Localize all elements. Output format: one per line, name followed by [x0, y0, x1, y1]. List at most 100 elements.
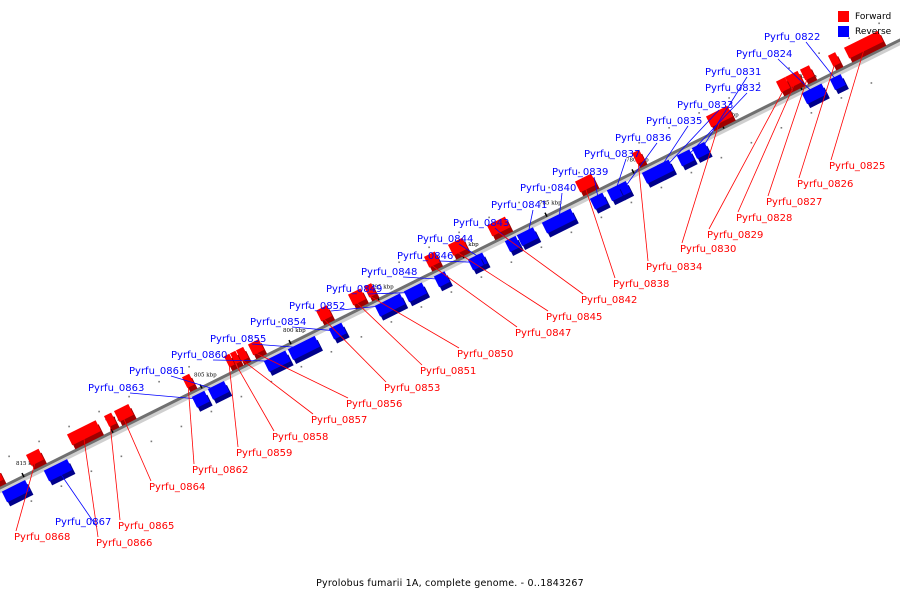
leader-line	[767, 78, 808, 197]
leader-line	[498, 232, 584, 295]
genome-backbone	[0, 38, 900, 494]
track-dot	[420, 306, 423, 308]
gene-label-pyrfu_0864: Pyrfu_0864	[149, 482, 205, 493]
gene-label-pyrfu_0837: Pyrfu_0837	[584, 149, 640, 160]
track-dot	[540, 246, 543, 249]
gene-label-pyrfu_0858: Pyrfu_0858	[272, 432, 328, 443]
leader-line	[438, 260, 476, 263]
leader-line	[708, 90, 784, 230]
track-dot	[788, 67, 790, 69]
gene-block-pyrfu_0825	[843, 30, 884, 59]
track-dot	[450, 291, 453, 293]
gene-label-pyrfu_0868: Pyrfu_0868	[14, 532, 70, 543]
leader-line	[255, 352, 349, 399]
gene-block-pyrfu_0847	[423, 251, 441, 268]
track-dot	[218, 351, 220, 353]
tick-label: 790 kbp	[456, 242, 479, 248]
track-dot	[360, 336, 363, 338]
track-dot	[848, 37, 850, 40]
track-dot	[240, 395, 243, 398]
backbone-line	[0, 38, 900, 490]
track-dot	[750, 141, 753, 144]
gene-label-pyrfu_0829: Pyrfu_0829	[707, 230, 763, 241]
track-dot	[840, 97, 843, 99]
gene-block-forward-extra	[0, 472, 4, 482]
track-dot	[608, 156, 610, 159]
leader-line	[234, 363, 275, 432]
track-dot	[818, 52, 820, 54]
gene-block-pyrfu_0866	[66, 420, 101, 446]
leader-line	[402, 276, 442, 280]
leader-line	[458, 243, 483, 260]
leader-line	[241, 359, 314, 415]
track-dot	[870, 82, 873, 84]
track-dot	[518, 201, 520, 204]
track-dot	[810, 112, 813, 114]
track-dot	[248, 336, 250, 338]
gene-label-pyrfu_0850: Pyrfu_0850	[457, 349, 513, 360]
gene-labels: Pyrfu_0822 Pyrfu_0824 Pyrfu_0831 Pyrfu_0832…	[14, 32, 885, 549]
leader-line	[657, 125, 689, 172]
gene-block-pyrfu_0835	[641, 159, 674, 184]
tick-label: 815 kbp	[16, 461, 39, 467]
leader-line	[663, 109, 720, 169]
gene-features	[0, 30, 887, 507]
gene-block-pyrfu_0827	[799, 65, 815, 81]
gene-label-pyrfu_0863: Pyrfu_0863	[88, 383, 144, 394]
track-dot	[368, 276, 370, 278]
track-dot	[458, 231, 460, 234]
gene-label-pyrfu_0842: Pyrfu_0842	[581, 295, 637, 306]
leader-line	[593, 176, 600, 202]
track-dot	[38, 440, 40, 443]
forward-label: Forward	[855, 11, 892, 22]
track-dot	[630, 201, 633, 204]
leader-line	[431, 265, 518, 328]
track-dot	[338, 291, 340, 293]
gene-label-pyrfu_0848: Pyrfu_0848	[361, 267, 417, 278]
gene-block-pyrfu_0856	[247, 339, 265, 356]
gene-label-pyrfu_0830: Pyrfu_0830	[680, 244, 736, 255]
gene-label-pyrfu_0840: Pyrfu_0840	[520, 183, 576, 194]
leader-line	[291, 326, 338, 332]
gene-label-pyrfu_0861: Pyrfu_0861	[129, 366, 185, 377]
track-dot	[600, 216, 603, 219]
gene-label-pyrfu_0851: Pyrfu_0851	[420, 366, 476, 377]
leader-line	[623, 142, 658, 189]
gene-block-pyrfu_0830	[705, 105, 733, 128]
leader-line	[527, 209, 534, 237]
leader-line	[637, 162, 649, 262]
gene-block-pyrfu_0865	[103, 412, 117, 427]
leader-line	[700, 76, 748, 151]
label-leaders	[15, 41, 865, 538]
gene-label-pyrfu_0853: Pyrfu_0853	[384, 383, 440, 394]
gene-label-pyrfu_0849: Pyrfu_0849	[326, 284, 382, 295]
leader-line	[614, 158, 627, 194]
gene-label-pyrfu_0834: Pyrfu_0834	[646, 262, 702, 273]
gene-label-pyrfu_0841: Pyrfu_0841	[491, 200, 547, 211]
track-dot	[8, 455, 10, 458]
track-dot	[188, 365, 190, 368]
legend: Forward Reverse	[838, 9, 898, 39]
track-dot	[480, 276, 483, 278]
gene-label-pyrfu_0846: Pyrfu_0846	[397, 251, 453, 262]
track-dot	[278, 321, 280, 323]
gene-label-pyrfu_0852: Pyrfu_0852	[289, 301, 345, 312]
tick-label: 810 kbp	[105, 417, 128, 423]
track-dot	[120, 455, 123, 458]
leader-line	[805, 41, 839, 83]
gene-label-pyrfu_0825: Pyrfu_0825	[829, 161, 885, 172]
gene-label-pyrfu_0826: Pyrfu_0826	[797, 179, 853, 190]
leader-line	[330, 304, 391, 312]
leader-line	[681, 122, 720, 244]
gene-label-pyrfu_0822: Pyrfu_0822	[764, 32, 820, 43]
gene-block-pyrfu_0857	[235, 346, 249, 362]
gene-label-pyrfu_0843: Pyrfu_0843	[453, 218, 509, 229]
gene-label-pyrfu_0831: Pyrfu_0831	[705, 67, 761, 78]
track-dot	[878, 22, 880, 25]
track-dot	[638, 141, 640, 144]
gene-label-pyrfu_0836: Pyrfu_0836	[615, 133, 671, 144]
gene-block-pyrfu_0829	[775, 77, 791, 93]
track-dot	[98, 410, 100, 413]
gene-label-pyrfu_0845: Pyrfu_0845	[546, 312, 602, 323]
